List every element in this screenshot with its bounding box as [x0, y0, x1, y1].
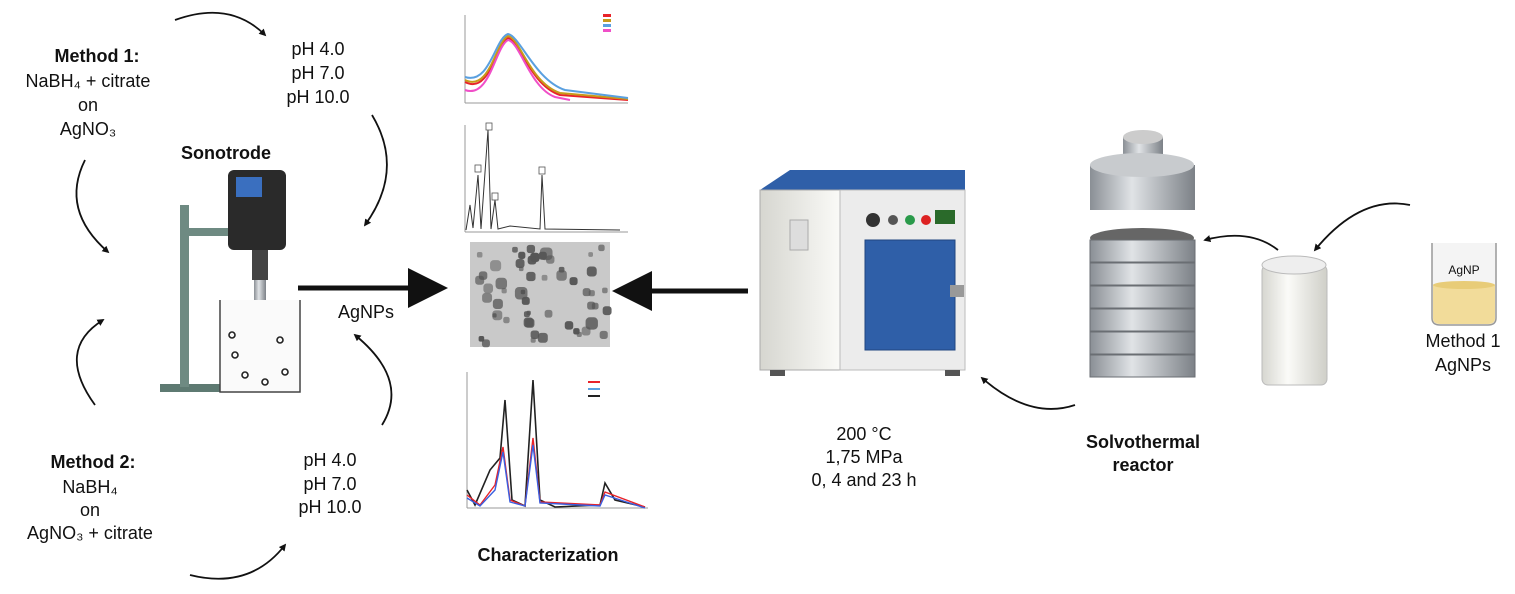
ph-value: pH 7.0 — [303, 474, 356, 494]
beaker-caption-line: Method 1 — [1425, 331, 1500, 351]
reactor-ring — [1089, 262, 1196, 286]
solvothermal-reactor-illustration — [1089, 130, 1196, 378]
method-1-line: on — [78, 95, 98, 115]
ph-top-list: pH 4.0 pH 7.0 pH 10.0 — [286, 39, 349, 107]
ph-value: pH 4.0 — [303, 450, 356, 470]
reactor-ring — [1089, 308, 1196, 332]
nanoparticle — [521, 296, 530, 305]
method-1-label: Method 1: NaBH₄ + citrate on AgNO₃ — [26, 46, 151, 139]
xrd-pattern-thumbnail — [464, 122, 628, 233]
nanoparticle — [564, 321, 574, 330]
nanoparticle — [512, 246, 518, 253]
nanoparticle — [588, 252, 593, 257]
method-2-line: on — [80, 500, 100, 520]
nanoparticle — [530, 330, 540, 339]
nanoparticle — [537, 332, 548, 343]
nanoparticle — [478, 271, 488, 280]
nanoparticle — [581, 326, 591, 336]
nanoparticle — [558, 266, 565, 273]
oven-conditions: 200 °C 1,75 MPa 0, 4 and 23 h — [811, 424, 916, 490]
ph-value: pH 4.0 — [291, 39, 344, 59]
nanoparticle — [523, 311, 530, 318]
pressure: 1,75 MPa — [825, 447, 903, 467]
reactor-ring — [1089, 285, 1196, 309]
nanoparticle — [526, 244, 536, 254]
ph-value: pH 10.0 — [286, 87, 349, 107]
nanoparticle — [602, 287, 608, 294]
nanoparticle — [526, 271, 536, 282]
nanoparticle — [515, 259, 525, 268]
ph-bottom-list: pH 4.0 pH 7.0 pH 10.0 — [298, 450, 361, 517]
nanoparticle — [520, 289, 526, 295]
sonotrode-illustration — [160, 170, 301, 393]
reactor-ring — [1089, 331, 1196, 355]
teflon-liner-illustration — [1261, 255, 1328, 386]
nanoparticle — [481, 339, 490, 348]
method-1-title: Method 1: — [55, 46, 140, 66]
nanoparticle — [483, 283, 494, 294]
nanoparticle — [539, 247, 553, 261]
nanoparticle — [492, 310, 503, 321]
reactor-ring — [1089, 354, 1196, 378]
nanoparticle — [599, 330, 608, 339]
nanoparticle — [591, 302, 599, 310]
nanoparticle — [490, 260, 502, 272]
arrow-to-oven — [980, 376, 1076, 410]
nanoparticle — [576, 331, 582, 337]
beaker-caption: Method 1 AgNPs — [1425, 331, 1500, 375]
ph-value: pH 7.0 — [291, 63, 344, 83]
uv-vis-spectrum-thumbnail — [460, 12, 630, 107]
nanoparticle — [501, 288, 507, 294]
arrow-to-liner — [1313, 202, 1411, 252]
beaker-illustration: AgNP — [1431, 243, 1497, 326]
characterization-label: Characterization — [477, 545, 618, 565]
method-2-line: AgNO₃ + citrate — [27, 523, 153, 543]
sonotrode-label: Sonotrode — [181, 143, 271, 163]
method-2-label: Method 2: NaBH₄ on AgNO₃ + citrate — [27, 452, 153, 543]
nanoparticle — [476, 252, 483, 258]
reactor-label-line: Solvothermal — [1086, 432, 1200, 452]
temperature: 200 °C — [836, 424, 891, 444]
nanoparticle — [544, 309, 553, 318]
nanoparticle — [602, 306, 612, 316]
durations: 0, 4 and 23 h — [811, 470, 916, 490]
raman-spectrum-thumbnail — [466, 372, 648, 509]
cycle-arrows — [75, 11, 393, 580]
method-2-line: NaBH₄ — [62, 477, 117, 497]
reactor-label: Solvothermal reactor — [1086, 432, 1200, 475]
nanoparticle — [503, 316, 510, 324]
nanoparticle — [586, 266, 597, 277]
method-1-line: NaBH₄ + citrate — [26, 71, 151, 91]
method-1-line: AgNO₃ — [60, 119, 116, 139]
tem-micrograph-thumbnail — [470, 242, 612, 348]
nanoparticle — [492, 298, 503, 309]
nanoparticle — [495, 277, 508, 290]
ph-value: pH 10.0 — [298, 497, 361, 517]
method-2-title: Method 2: — [51, 452, 136, 472]
nanoparticle — [523, 317, 534, 328]
nanoparticle — [582, 288, 591, 297]
beaker-label: AgNP — [1448, 263, 1479, 277]
beaker-caption-line: AgNPs — [1435, 355, 1491, 375]
nanoparticle — [585, 317, 598, 330]
nanoparticle — [541, 274, 548, 281]
nanoparticle — [482, 292, 493, 303]
oven-illustration — [759, 170, 966, 376]
nanoparticle — [527, 255, 537, 265]
agnps-label: AgNPs — [338, 302, 394, 322]
reactor-ring — [1089, 239, 1196, 263]
reactor-label-line: reactor — [1112, 455, 1173, 475]
nanoparticle — [518, 266, 524, 272]
nanoparticle — [569, 277, 578, 286]
nanoparticle — [556, 270, 567, 281]
nanoparticle — [598, 244, 605, 252]
nanoparticle — [518, 251, 526, 259]
arrow-to-reactor — [1203, 234, 1279, 251]
